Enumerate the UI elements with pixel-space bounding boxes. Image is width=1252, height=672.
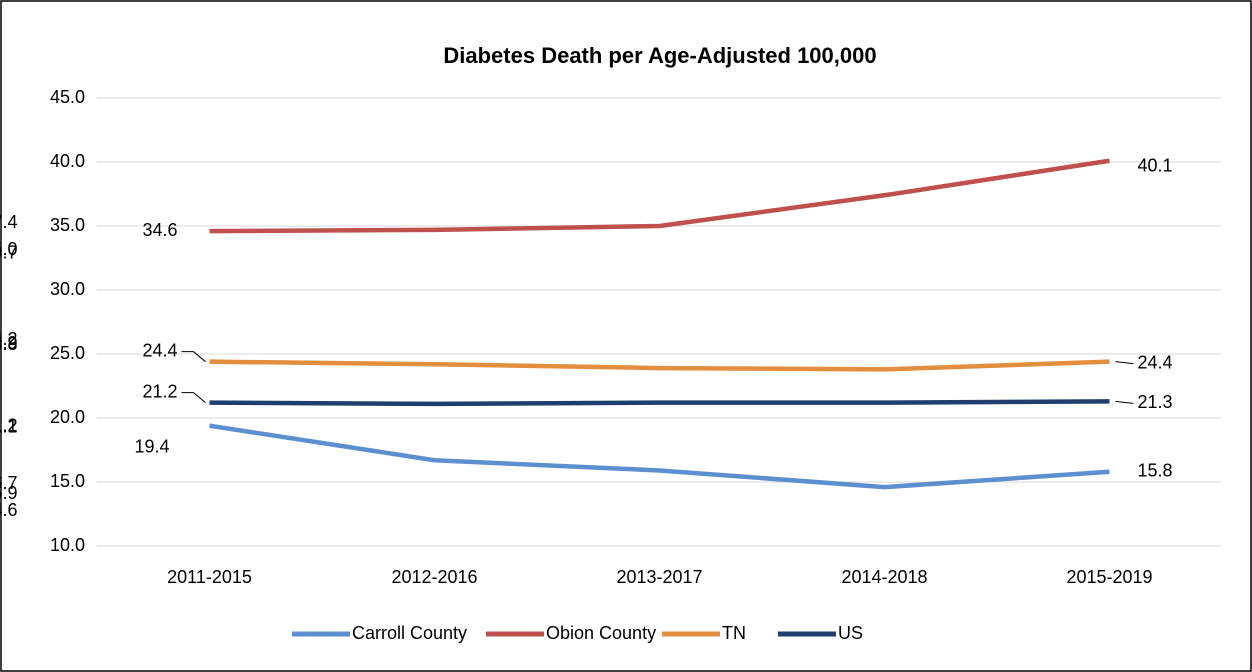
- data-label: 16.7: [0, 473, 18, 493]
- y-tick-label: 35.0: [50, 215, 85, 235]
- data-label: 24.4: [1138, 352, 1173, 372]
- y-tick-label: 30.0: [50, 279, 85, 299]
- data-label: 40.1: [1138, 155, 1173, 175]
- legend-label: Obion County: [546, 623, 656, 643]
- x-tick-label: 2011-2015: [167, 567, 252, 587]
- y-tick-label: 15.0: [50, 471, 85, 491]
- data-label: 14.6: [0, 500, 18, 520]
- legend-label: Carroll County: [352, 623, 467, 643]
- leader-line: [181, 392, 206, 404]
- y-tick-label: 25.0: [50, 343, 85, 363]
- series-line: [209, 359, 1110, 372]
- data-label: 24.2: [0, 329, 18, 349]
- data-label: 35.0: [0, 239, 18, 259]
- data-label: 15.8: [1138, 461, 1173, 481]
- y-tick-label: 45.0: [50, 87, 85, 107]
- series-line: [209, 399, 1110, 407]
- y-tick-label: 40.0: [50, 151, 85, 171]
- y-tick-label: 10.0: [50, 535, 85, 555]
- data-label: 15.9: [0, 483, 18, 503]
- data-label: 34.6: [142, 220, 177, 240]
- series-line: [209, 158, 1110, 234]
- y-tick-label: 20.0: [50, 407, 85, 427]
- data-label: 21.2: [0, 415, 18, 435]
- data-label: 23.8: [0, 334, 18, 354]
- series-line: [209, 423, 1110, 490]
- data-label: 21.2: [0, 415, 18, 435]
- data-label: 19.4: [134, 436, 169, 456]
- data-label: 21.2: [142, 381, 177, 401]
- data-label: 24.4: [142, 340, 177, 360]
- legend-label: TN: [722, 623, 746, 643]
- data-label: 23.9: [0, 333, 18, 353]
- x-tick-label: 2015-2019: [1066, 567, 1152, 587]
- chart-title: Diabetes Death per Age-Adjusted 100,000: [443, 43, 876, 68]
- leader-line: [181, 351, 206, 363]
- leader-line: [1115, 400, 1134, 404]
- x-tick-label: 2012-2016: [391, 567, 477, 587]
- data-label: 34.7: [0, 243, 18, 263]
- x-tick-label: 2013-2017: [616, 567, 702, 587]
- data-label: 21.3: [1138, 392, 1173, 412]
- data-label: 21.1: [0, 417, 18, 437]
- data-label: 37.4: [0, 212, 18, 232]
- leader-line: [1115, 361, 1134, 365]
- x-tick-label: 2014-2018: [841, 567, 927, 587]
- legend-label: US: [838, 623, 863, 643]
